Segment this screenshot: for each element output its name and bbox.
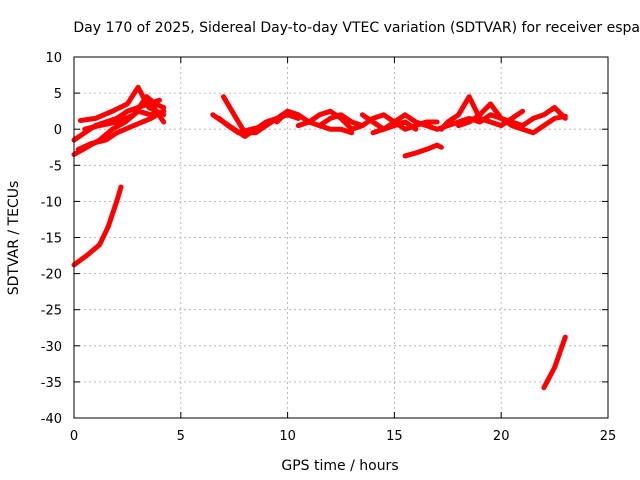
x-axis-label: GPS time / hours: [281, 458, 398, 474]
series-track-22: [541, 334, 568, 391]
series-track-20: [456, 101, 526, 129]
series-track-13: [317, 112, 365, 129]
y-tick-label: 5: [54, 87, 62, 102]
y-tick-label: -35: [41, 376, 62, 391]
x-tick-label: 15: [386, 429, 403, 444]
x-tick-label: 0: [70, 429, 78, 444]
series-track-10: [216, 115, 269, 136]
x-tick-label: 10: [279, 429, 296, 444]
series-track-1: [71, 184, 124, 268]
chart-title: Day 170 of 2025, Sidereal Day-to-day VTE…: [73, 20, 640, 36]
series-track-17: [402, 142, 444, 159]
series-track-4: [77, 84, 167, 123]
y-axis-label: SDTVAR / TECUs: [6, 181, 22, 296]
y-tick-label: -5: [49, 159, 62, 174]
y-tick-label: -40: [41, 412, 62, 427]
y-tick-label: 0: [54, 123, 62, 138]
series-track-15: [349, 112, 440, 132]
y-tick-label: 10: [45, 51, 62, 66]
y-tick-label: -10: [41, 195, 62, 210]
x-tick-label: 5: [177, 429, 185, 444]
series-track-14: [359, 112, 451, 132]
y-axis-ticks: -40 -35 -30 -25 -20 -15 -10 -5 0 5 10: [41, 51, 608, 427]
x-axis-ticks: 0 5 10 15 20 25: [70, 57, 616, 444]
series-track-5: [75, 108, 167, 152]
series-track-11: [274, 108, 355, 136]
y-tick-label: -15: [41, 232, 62, 247]
y-tick-label: -30: [41, 340, 62, 355]
x-tick-label: 20: [493, 429, 510, 444]
y-tick-label: -25: [41, 304, 62, 319]
data-series: [71, 84, 568, 391]
series-track-16: [370, 119, 419, 136]
series-track-9: [221, 94, 291, 136]
x-tick-label: 25: [600, 429, 617, 444]
series-track-7: [144, 94, 167, 110]
series-track-21: [520, 105, 568, 129]
y-tick-label: -20: [41, 268, 62, 283]
series-track-12: [295, 108, 355, 132]
